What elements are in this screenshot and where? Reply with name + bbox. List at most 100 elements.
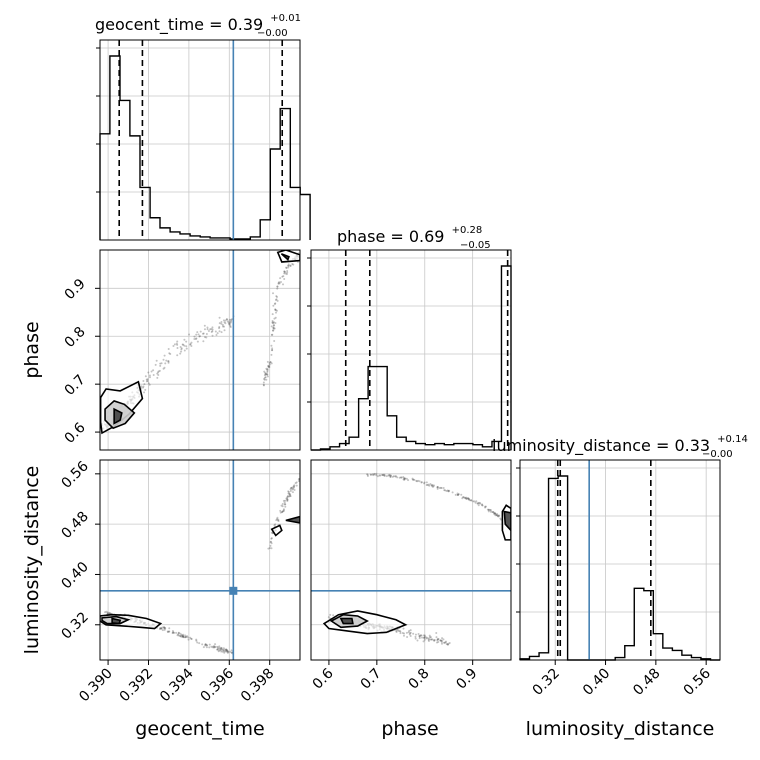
panel-geocent-time-vs-phase-point-1-14 xyxy=(263,376,266,379)
panel-phase-vs-luminosity-distance-point-1-7 xyxy=(416,480,419,483)
panel-geocent-time-vs-phase-point-0-22 xyxy=(167,361,170,364)
panel-geocent-time-vs-phase-point-0-182 xyxy=(156,372,159,375)
panel-geocent-time-vs-luminosity-distance-point-1-61 xyxy=(279,511,282,514)
panel-geocent-time-vs-phase-point-1-3 xyxy=(264,372,267,375)
panel-geocent-time-vs-phase-point-0-141 xyxy=(148,376,151,379)
panel-phase-vs-luminosity-distance-point-0-101 xyxy=(414,633,417,636)
panel-geocent-time-vs-phase-point-0-64 xyxy=(163,366,166,369)
panel-phase-vs-luminosity-distance-point-1-122 xyxy=(399,476,402,479)
panel-geocent-time-vs-luminosity-distance-point-0-94 xyxy=(198,642,201,645)
panel-phase-vs-luminosity-distance-point-0-31 xyxy=(422,634,425,637)
panel-phase-vs-luminosity-distance-point-0-38 xyxy=(423,634,426,637)
panel-geocent-time-vs-luminosity-distance-point-0-57 xyxy=(179,632,182,635)
panel-geocent-time-vs-phase-point-1-93 xyxy=(273,303,276,306)
panel-phase-vs-luminosity-distance-point-1-3 xyxy=(464,497,467,500)
panel-geocent-time-vs-luminosity-distance-point-1-66 xyxy=(283,501,286,504)
panel-geocent-time-vs-luminosity-distance-point-1-49 xyxy=(269,544,272,547)
panel-geocent-time-vs-luminosity-distance-point-1-21 xyxy=(281,510,284,513)
panel-geocent-time-vs-luminosity-distance-point-0-155 xyxy=(180,633,183,636)
panel-phase-vs-luminosity-distance-point-1-23 xyxy=(481,504,484,507)
panel-geocent-time-vs-phase-point-1-77 xyxy=(272,321,275,324)
panel-phase-vs-luminosity-distance-point-1-4 xyxy=(372,474,375,477)
panel-phase-vs-luminosity-distance-point-1-144 xyxy=(436,486,439,489)
panel-phase-vs-luminosity-distance xyxy=(310,459,512,661)
panel-phase-vs-luminosity-distance-point-1-43 xyxy=(438,487,441,490)
panel-phase-vs-luminosity-distance-point-0-111 xyxy=(443,641,446,644)
title-luminosity-distance-minus: −0.00 xyxy=(702,449,733,460)
panel-phase-vs-luminosity-distance-point-1-33 xyxy=(430,484,433,487)
xtick-label-geocent-time-2: 0.394 xyxy=(157,665,197,705)
panel-phase-vs-luminosity-distance-point-0-184 xyxy=(436,639,439,642)
xlabel-luminosity-distance: luminosity_distance xyxy=(526,718,715,740)
panel-geocent-time-vs-luminosity-distance-point-1-20 xyxy=(275,519,278,522)
panel-geocent-time-vs-phase-point-0-193 xyxy=(157,370,160,373)
panel-phase-vs-luminosity-distance-point-1-63 xyxy=(475,500,478,503)
panel-phase-vs-luminosity-distance-point-1-109 xyxy=(477,504,480,507)
panel-geocent-time-vs-phase-point-0-0 xyxy=(220,321,223,324)
panel-geocent-time-vs-luminosity-distance-point-0-22 xyxy=(226,649,229,652)
panel-phase-vs-luminosity-distance-point-1-132 xyxy=(487,510,490,513)
panel-geocent-time-vs-luminosity-distance-point-0-44 xyxy=(204,644,207,647)
panel-geocent-time-vs-phase-point-1-55 xyxy=(274,299,277,302)
panel-geocent-time-vs-luminosity-distance-point-0-185 xyxy=(195,639,198,642)
panel-geocent-time-vs-phase-contour-2 xyxy=(113,407,123,425)
panel-phase-vs-luminosity-distance-point-1-139 xyxy=(443,489,446,492)
hist-luminosity-distance-step xyxy=(519,475,720,661)
panel-geocent-time-vs-luminosity-distance-point-1-75 xyxy=(297,479,300,482)
panel-geocent-time-vs-phase-point-0-79 xyxy=(183,344,186,347)
panel-phase-vs-luminosity-distance-point-1-85 xyxy=(366,473,369,476)
panel-geocent-time-vs-phase-point-0-48 xyxy=(165,359,168,362)
panel-geocent-time-vs-phase-point-1-109 xyxy=(267,365,270,368)
panel-geocent-time-vs-phase-point-0-134 xyxy=(218,330,221,333)
panel-geocent-time-vs-luminosity-distance-point-1-54 xyxy=(289,490,292,493)
panel-geocent-time-vs-phase-point-1-115 xyxy=(271,347,274,350)
xtick-label-phase-0: 0.6 xyxy=(310,665,337,692)
panel-phase-vs-luminosity-distance-point-1-44 xyxy=(427,483,430,486)
panel-geocent-time-vs-luminosity-distance-point-1-78 xyxy=(268,547,271,550)
panel-geocent-time-vs-luminosity-distance-point-0-51 xyxy=(159,627,162,630)
panel-geocent-time-vs-luminosity-distance-point-1-4 xyxy=(276,516,279,519)
panel-geocent-time-vs-phase-point-0-83 xyxy=(167,348,170,351)
panel-phase-vs-luminosity-distance-point-0-109 xyxy=(425,637,428,640)
panel-phase-vs-luminosity-distance-point-1-31 xyxy=(468,499,471,502)
panel-phase-vs-luminosity-distance-point-0-189 xyxy=(405,631,408,634)
panel-phase-vs-luminosity-distance-point-0-135 xyxy=(332,614,335,617)
panel-phase-vs-luminosity-distance-point-0-120 xyxy=(437,637,440,640)
panel-geocent-time-vs-phase-point-1-80 xyxy=(287,263,290,266)
panel-geocent-time-vs-luminosity-distance-point-0-14 xyxy=(187,638,190,641)
panel-geocent-time-vs-luminosity-distance-point-0-55 xyxy=(205,646,208,649)
panel-geocent-time-vs-luminosity-distance-point-0-183 xyxy=(184,634,187,637)
panel-geocent-time-vs-luminosity-distance-point-1-64 xyxy=(291,488,294,491)
panel-phase-vs-luminosity-distance-point-1-130 xyxy=(389,474,392,477)
panel-geocent-time-vs-phase-point-1-101 xyxy=(265,367,268,370)
panel-geocent-time-vs-luminosity-distance-point-1-58 xyxy=(277,520,280,523)
panel-phase-vs-luminosity-distance-point-1-148 xyxy=(385,475,388,478)
panel-phase-vs-luminosity-distance-point-1-16 xyxy=(426,484,429,487)
panel-phase-vs-luminosity-distance-point-1-140 xyxy=(369,473,372,476)
panel-phase-vs-luminosity-distance-point-0-96 xyxy=(444,641,447,644)
panel-geocent-time-vs-phase-point-0-218 xyxy=(223,321,226,324)
panel-geocent-time-vs-phase-point-0-131 xyxy=(189,343,192,346)
panel-phase-vs-luminosity-distance-point-0-141 xyxy=(395,631,398,634)
panel-geocent-time-vs-luminosity-distance-point-1-17 xyxy=(270,547,273,550)
panel-geocent-time-vs-phase-point-0-199 xyxy=(173,343,176,346)
panel-geocent-time-vs-luminosity-distance-point-1-55 xyxy=(282,509,285,512)
panel-phase-vs-luminosity-distance-point-0-26 xyxy=(395,629,398,632)
panel-phase-vs-luminosity-distance-point-0-98 xyxy=(409,629,412,632)
panel-geocent-time-vs-luminosity-distance-point-0-32 xyxy=(182,633,185,636)
panel-geocent-time-vs-phase-point-1-13 xyxy=(275,298,278,301)
panel-geocent-time-vs-phase-point-1-54 xyxy=(271,333,274,336)
panel-geocent-time-vs-luminosity-distance-point-1-72 xyxy=(286,498,289,501)
panel-phase-vs-luminosity-distance-point-1-111 xyxy=(495,514,498,517)
panel-geocent-time-vs-phase-point-0-147 xyxy=(185,340,188,343)
panel-geocent-time-vs-luminosity-distance-point-0-171 xyxy=(216,648,219,651)
panel-phase-vs-luminosity-distance-point-1-128 xyxy=(495,514,498,517)
panel-geocent-time-vs-luminosity-distance-point-0-85 xyxy=(196,641,199,644)
panel-geocent-time-vs-phase-point-1-82 xyxy=(269,361,272,364)
panel-geocent-time-vs-luminosity-distance-point-0-31 xyxy=(218,647,221,650)
panel-phase-vs-luminosity-distance-point-1-46 xyxy=(428,484,431,487)
panel-geocent-time-vs-phase-point-1-7 xyxy=(274,302,277,305)
panel-phase-vs-luminosity-distance-point-1-145 xyxy=(461,497,464,500)
panel-geocent-time-vs-luminosity-distance-point-1-51 xyxy=(289,495,292,498)
panel-phase-vs-luminosity-distance-point-0-103 xyxy=(427,638,430,641)
